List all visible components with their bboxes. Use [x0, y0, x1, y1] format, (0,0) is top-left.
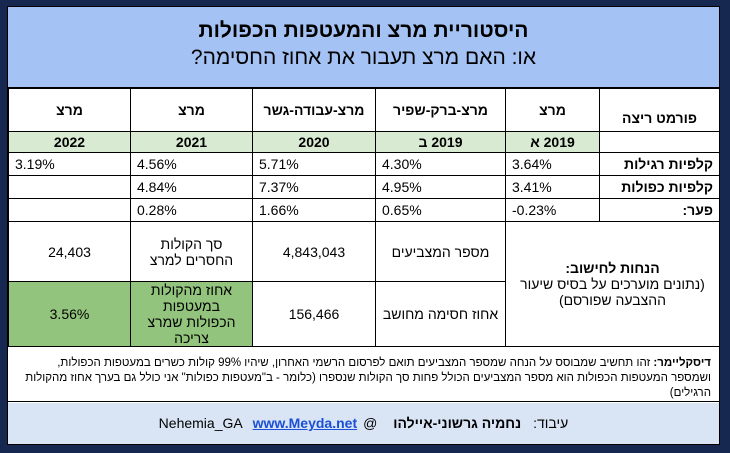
results-table: מרצ מרצ מרצ-עבודה-גשר מרצ-ברק-שפיר מרצ פ… — [8, 88, 720, 347]
value-cell: 5.71% — [252, 152, 376, 176]
calc-row-threshold: 3.56% אחוז מהקולות במעטפות הכפולות שמרצ … — [8, 281, 720, 347]
column-header: מרצ-עבודה-גשר — [252, 88, 376, 132]
needed-percent-value: 3.56% — [8, 281, 131, 347]
value-cell: 0.28% — [130, 198, 253, 222]
page-title: היסטוריית מרצ והמעטפות הכפולות — [198, 19, 529, 42]
year-cell: 2019 א — [505, 131, 600, 153]
missing-votes-value: 24,403 — [8, 221, 131, 282]
column-header: מרצ — [8, 88, 131, 132]
voters-label: מספר המצביעים — [375, 221, 506, 282]
page-subtitle: או: האם מרצ תעבור את אחוז החסימה? — [190, 46, 537, 69]
year-blank-cell — [599, 131, 720, 153]
year-cell: 2022 — [8, 131, 131, 153]
table-row: 4.84% 7.37% 4.95% 3.41% קלפיות כפולות — [8, 175, 720, 199]
row-label: קלפיות כפולות — [599, 175, 720, 199]
value-cell: 4.30% — [375, 152, 506, 176]
value-cell: 0.65% — [375, 198, 506, 222]
row-label: פער: — [599, 198, 720, 222]
value-cell: 3.19% — [8, 152, 131, 176]
row-label-header: פורמט ריצה — [599, 88, 720, 132]
value-cell — [8, 175, 131, 199]
infographic-card: היסטוריית מרצ והמעטפות הכפולות או: האם מ… — [7, 6, 720, 445]
value-cell: 1.66% — [252, 198, 376, 222]
assumptions-cell: הנחות לחישוב: (נתונים מוערכים על בסיס שי… — [505, 221, 720, 347]
twitter-handle[interactable]: @Nehemia_GA — [158, 415, 378, 431]
year-cell: 2019 ב — [375, 131, 506, 153]
row-label: קלפיות רגילות — [599, 152, 720, 176]
threshold-value: 156,466 — [252, 281, 376, 347]
needed-percent-label: אחוז מהקולות במעטפות הכפולות שמרצ צריכה — [130, 281, 253, 347]
column-header: מרצ — [505, 88, 600, 132]
assumptions-title: הנחות לחישוב: — [565, 260, 660, 276]
year-row: 2022 2021 2020 2019 ב 2019 א — [8, 131, 720, 153]
value-cell: 7.37% — [252, 175, 376, 199]
table-row: 3.19% 4.56% 5.71% 4.30% 3.64% קלפיות רגי… — [8, 152, 720, 176]
value-cell: 4.56% — [130, 152, 253, 176]
disclaimer: דיסקליימר: זהו תחשיב שמבוסס על הנחה שמספ… — [8, 356, 719, 402]
value-cell: 4.84% — [130, 175, 253, 199]
value-cell: 3.64% — [505, 152, 600, 176]
table-row: 0.28% 1.66% 0.65% -0.23% פער: — [8, 198, 720, 222]
voters-value: 4,843,043 — [252, 221, 376, 282]
website-link[interactable]: www.Meyda.net — [252, 415, 358, 431]
missing-votes-label: סך הקולות החסרים למרצ — [130, 221, 253, 282]
value-cell: -0.23% — [505, 198, 600, 222]
credit-prefix: עיבוד: — [533, 415, 569, 431]
disclaimer-label: דיסקליימר: — [653, 357, 711, 369]
column-header: מרצ-ברק-שפיר — [375, 88, 506, 132]
value-cell: 3.41% — [505, 175, 600, 199]
value-cell — [8, 198, 131, 222]
disclaimer-text: זהו תחשיב שמבוסס על הנחה שמספר המצביעים … — [25, 357, 711, 399]
credits-footer: עיבוד: נחמיה גרשוני-איילהו @Nehemia_GA ww… — [8, 403, 719, 444]
calc-row-voters: 24,403 סך הקולות החסרים למרצ 4,843,043 מ… — [8, 221, 720, 347]
threshold-label: אחוז חסימה מחושב — [375, 281, 506, 347]
assumptions-text: (נתונים מוערכים על בסיס שיעור ההצבעה שפו… — [520, 276, 705, 308]
value-cell: 4.95% — [375, 175, 506, 199]
column-header-row: מרצ מרצ מרצ-עבודה-גשר מרצ-ברק-שפיר מרצ פ… — [8, 88, 720, 132]
title-banner: היסטוריית מרצ והמעטפות הכפולות או: האם מ… — [8, 7, 719, 88]
year-cell: 2020 — [252, 131, 376, 153]
author-name: נחמיה גרשוני-איילהו — [393, 415, 522, 431]
year-cell: 2021 — [130, 131, 253, 153]
column-header: מרצ — [130, 88, 253, 132]
